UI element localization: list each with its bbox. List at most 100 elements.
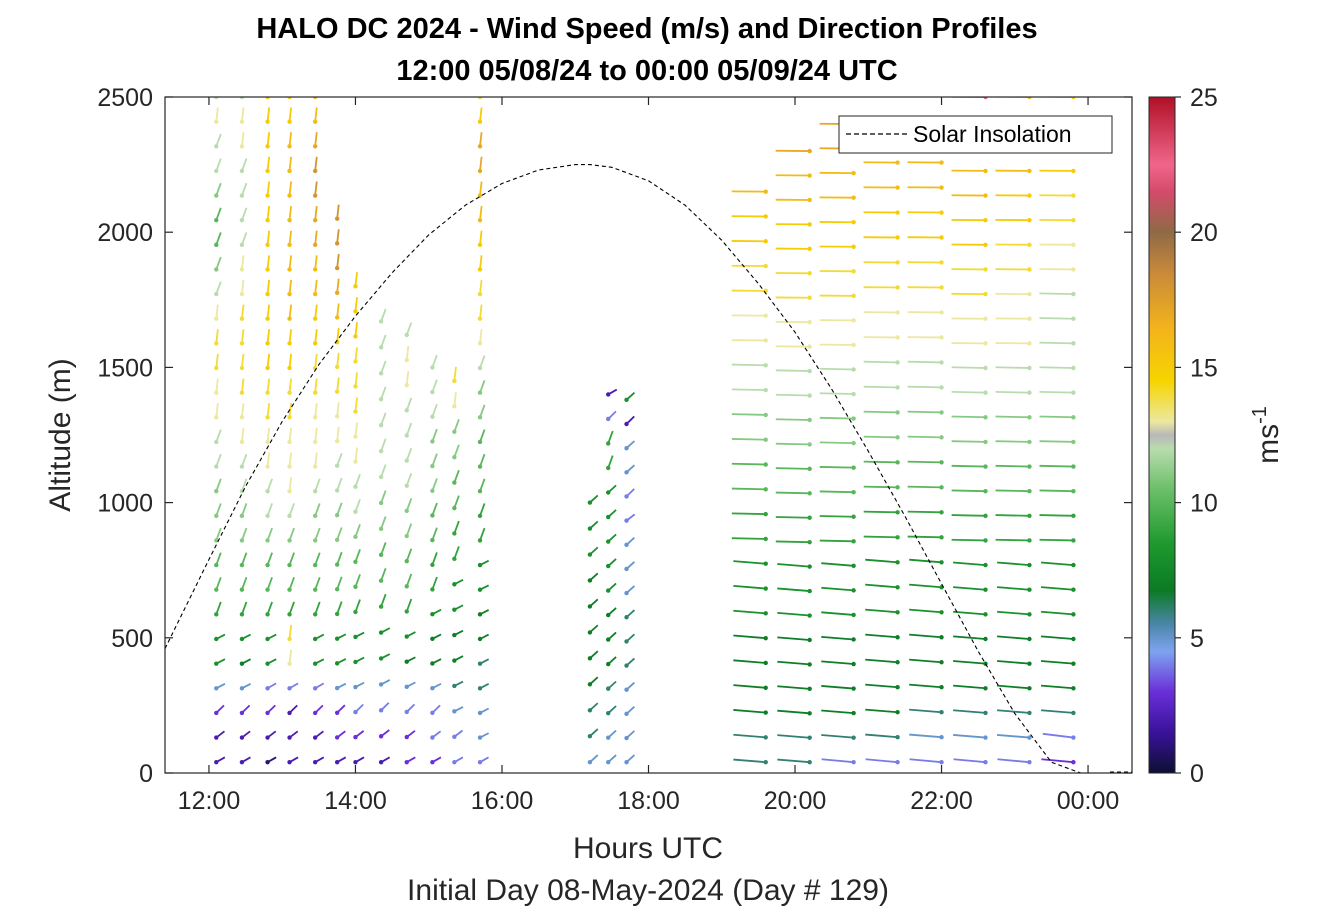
wind-barb — [241, 378, 245, 393]
wind-barb — [479, 181, 483, 196]
wind-barb-head — [430, 488, 435, 493]
wind-barb-head — [624, 542, 629, 547]
colorbar-label: ms-1 — [1249, 406, 1285, 464]
wind-barb-head — [378, 604, 384, 609]
wind-barb — [354, 297, 358, 312]
wind-barb-head — [851, 342, 856, 348]
wind-barb-head — [214, 513, 219, 519]
wind-barb-head — [851, 612, 856, 618]
wind-barb-head — [265, 168, 270, 174]
colorbar-tick-label: 0 — [1190, 760, 1204, 788]
wind-barb-head — [895, 210, 900, 215]
wind-barb — [733, 585, 766, 590]
wind-barb — [1040, 684, 1074, 690]
wind-barb-head — [851, 661, 856, 667]
wind-barb-head — [851, 514, 856, 519]
wind-barb-head — [265, 661, 270, 666]
wind-barb — [314, 181, 318, 196]
wind-barb-head — [214, 119, 219, 124]
wind-barb-head — [807, 246, 812, 252]
wind-barb-head — [983, 612, 988, 617]
x-tick-label: 22:00 — [910, 787, 973, 815]
wind-barb-head — [624, 759, 629, 765]
solar-insolation-layer — [165, 164, 1132, 773]
wind-barb-head — [983, 587, 988, 592]
wind-barb-head — [606, 759, 611, 765]
wind-barb-head — [239, 119, 245, 124]
wind-barb-head — [239, 538, 245, 543]
wind-barb-head — [807, 442, 812, 447]
wind-barb — [953, 635, 986, 640]
wind-barb-head — [939, 685, 944, 690]
wind-barb-head — [477, 316, 483, 321]
wind-barb-head — [895, 585, 900, 590]
wind-barb — [1039, 341, 1074, 345]
wind-barb — [241, 97, 243, 98]
wind-barb-head — [353, 559, 358, 565]
wind-barb-head — [851, 490, 856, 495]
wind-barb-head — [378, 345, 384, 350]
y-axis-ticks: 0 500 1000 1500 2000 2500 — [97, 84, 1132, 788]
wind-barb-head — [312, 686, 318, 691]
wind-barb-head — [606, 710, 611, 716]
wind-barb — [288, 279, 293, 295]
wind-barb-head — [378, 708, 384, 713]
wind-barb-head — [807, 173, 812, 178]
wind-barb — [733, 758, 766, 764]
colorbar: 0 5 10 15 20 25 ms-1 — [1148, 84, 1285, 788]
wind-barb-head — [477, 612, 483, 617]
wind-barb-head — [430, 759, 435, 765]
wind-barb — [863, 510, 898, 514]
wind-barb-head — [807, 711, 812, 716]
wind-barb-head — [378, 371, 384, 376]
wind-barb-head — [983, 488, 988, 494]
wind-barb-head — [1027, 291, 1032, 297]
wind-barb — [1039, 317, 1074, 320]
wind-barb — [995, 489, 1030, 493]
wind-barb-head — [939, 610, 944, 615]
y-axis-label: Altitude (m) — [44, 358, 77, 511]
wind-barb-head — [624, 663, 629, 668]
wind-barb-head — [1027, 316, 1032, 321]
wind-barb — [266, 181, 271, 196]
wind-barb-head — [1071, 316, 1076, 321]
wind-barb-head — [353, 434, 358, 439]
colorbar-tick-label: 10 — [1190, 490, 1218, 518]
wind-barb-head — [334, 389, 340, 394]
wind-barb-head — [477, 686, 483, 691]
wind-barb — [909, 658, 942, 664]
wind-barb-head — [587, 759, 593, 765]
wind-barb-head — [378, 734, 384, 739]
wind-barb-head — [312, 390, 318, 395]
wind-barb-head — [851, 293, 856, 299]
wind-barb-head — [265, 415, 270, 420]
wind-barb-head — [239, 168, 245, 174]
wind-barb — [997, 709, 1030, 714]
wind-barb-head — [895, 635, 900, 640]
wind-barb-head — [624, 735, 629, 741]
wind-barb-head — [239, 193, 245, 198]
wind-barb-head — [763, 759, 768, 765]
wind-barb-head — [239, 415, 245, 420]
wind-barb-head — [404, 433, 409, 438]
x-axis-ticks: 12:00 14:00 16:00 18:00 20:00 22:00 00:00 — [178, 97, 1119, 815]
wind-barb — [775, 491, 810, 495]
wind-barb-head — [265, 464, 270, 469]
wind-barb-head — [477, 365, 483, 371]
wind-barb-head — [214, 587, 219, 592]
wind-barb-head — [265, 365, 270, 371]
x-tick-label: 16:00 — [471, 787, 534, 815]
wind-barb — [266, 403, 271, 418]
wind-barb — [288, 649, 293, 664]
wind-barb — [775, 369, 810, 372]
wind-barb-head — [353, 709, 358, 715]
wind-barb-head — [239, 242, 245, 248]
wind-barb — [288, 427, 293, 443]
wind-barb-head — [312, 217, 318, 223]
wind-barb-head — [807, 466, 812, 472]
wind-barb-head — [214, 661, 219, 666]
wind-barb-head — [606, 539, 611, 544]
wind-barb — [288, 132, 293, 147]
wind-barb-head — [1071, 587, 1076, 592]
wind-barb — [215, 329, 219, 344]
